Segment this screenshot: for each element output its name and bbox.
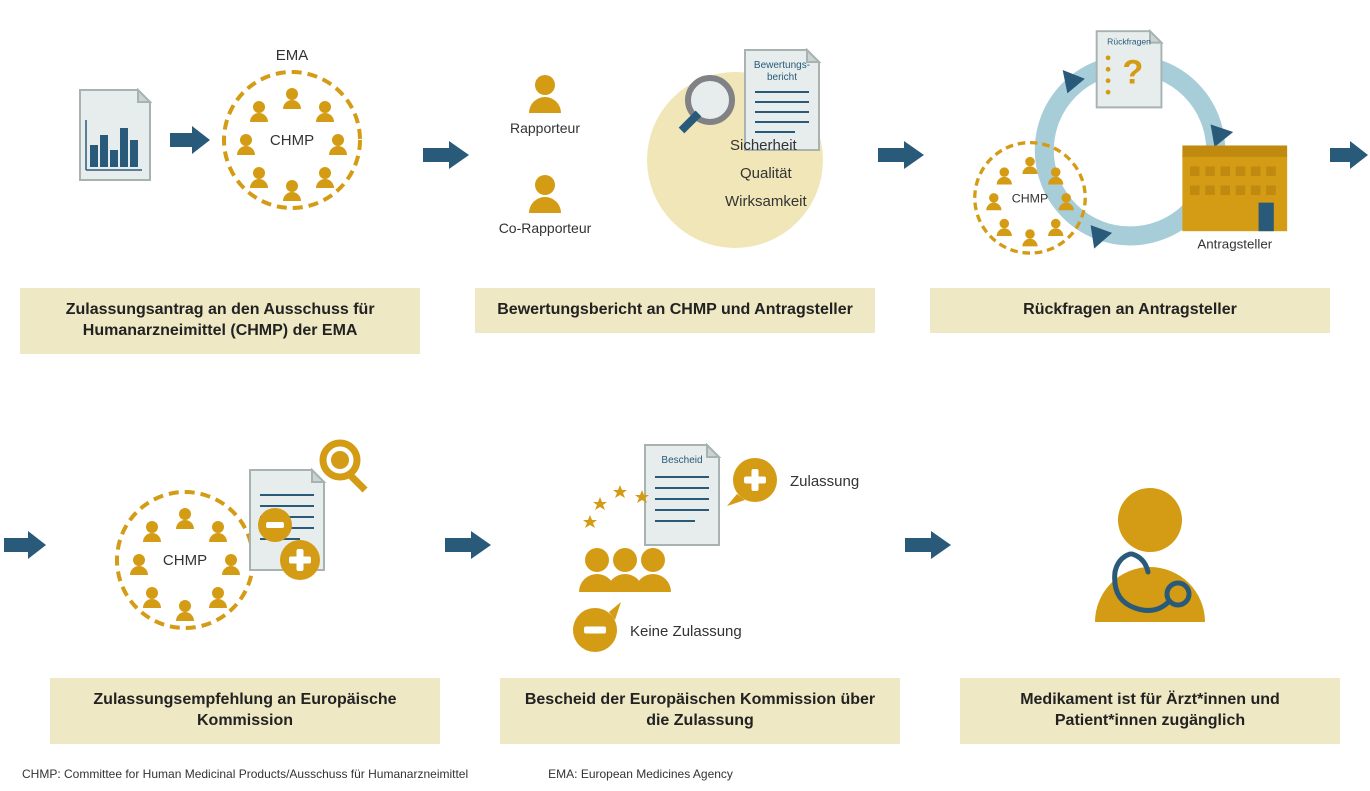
approved-icon: [727, 458, 777, 506]
arrow-1-2: [420, 30, 475, 280]
criteria-3: Wirksamkeit: [725, 193, 807, 210]
footnote-chmp: CHMP: Committee for Human Medicinal Prod…: [22, 767, 468, 781]
step-2-label: Bewertungsbericht an CHMP und Antragstel…: [475, 288, 875, 333]
step-6: Medikament ist für Ärzt*innen und Patien…: [960, 420, 1340, 744]
step-2: Rapporteur Co-Rapporteur Bewertungs- ber…: [475, 30, 875, 333]
applicant-building-icon: [1182, 145, 1287, 231]
step-3: Rückfragen ? CHMP: [930, 30, 1330, 333]
step-1-label: Zulassungsantrag an den Ausschuss für Hu…: [20, 288, 420, 354]
applicant-label: Antragsteller: [1197, 236, 1272, 251]
step-4: CHMP: [50, 420, 440, 744]
step-2-visual: Rapporteur Co-Rapporteur Bewertungs- ber…: [475, 30, 875, 280]
step-3-visual: Rückfragen ? CHMP: [930, 30, 1330, 280]
svg-text:Bewertungs-: Bewertungs-: [754, 60, 810, 71]
document-icon: [80, 90, 150, 180]
svg-text:?: ?: [1122, 54, 1143, 92]
commission-people-icon: [579, 548, 671, 592]
step-1-visual: EMA CHMP: [20, 30, 420, 280]
arrow-3-4: [1330, 30, 1370, 280]
co-rapporteur-label: Co-Rapporteur: [499, 220, 592, 236]
magnifier-icon: [323, 443, 368, 493]
arrow-4-5: [440, 420, 500, 670]
step-5-visual: Bescheid: [500, 420, 900, 670]
doctor-icon: [1095, 488, 1205, 622]
co-rapporteur-icon: [529, 175, 561, 213]
chmp-group-icon: CHMP: [224, 72, 360, 208]
rapporteur-icon: [529, 75, 561, 113]
svg-text:CHMP: CHMP: [1012, 192, 1048, 206]
step-5: Bescheid: [500, 420, 900, 744]
svg-text:Bescheid: Bescheid: [661, 455, 702, 466]
chmp-group-icon: CHMP: [117, 492, 253, 628]
rejected-label: Keine Zulassung: [630, 623, 742, 640]
process-row-1: EMA CHMP: [0, 30, 1370, 354]
step-6-label: Medikament ist für Ärzt*innen und Patien…: [960, 678, 1340, 744]
plus-icon: [280, 540, 320, 580]
arrow-5-6: [900, 420, 960, 670]
questions-document-icon: Rückfragen ?: [1097, 31, 1162, 107]
step-1: EMA CHMP: [20, 30, 420, 354]
footnotes: CHMP: Committee for Human Medicinal Prod…: [22, 767, 733, 781]
rapporteur-label: Rapporteur: [510, 120, 580, 136]
svg-text:CHMP: CHMP: [163, 552, 207, 569]
criteria-1: Sicherheit: [730, 137, 798, 154]
arrow-2-3: [875, 30, 930, 280]
assessment-document-icon: Bewertungs- bericht: [745, 50, 819, 150]
step-3-label: Rückfragen an Antragsteller: [930, 288, 1330, 333]
chmp-label: CHMP: [270, 132, 314, 149]
arrow-lead-row2: [0, 420, 50, 670]
criteria-2: Qualität: [740, 165, 793, 182]
step-6-visual: [960, 420, 1340, 670]
rejected-icon: [573, 602, 621, 652]
svg-text:bericht: bericht: [767, 72, 797, 83]
chmp-group-icon: CHMP: [975, 143, 1085, 253]
minus-icon: [258, 508, 292, 542]
process-row-2: CHMP: [0, 420, 1370, 744]
step-5-label: Bescheid der Europäischen Kommission übe…: [500, 678, 900, 744]
step-4-label: Zulassungsempfehlung an Europäische Komm…: [50, 678, 440, 744]
eu-stars-icon: [583, 485, 649, 528]
ema-label: EMA: [276, 47, 309, 64]
footnote-ema: EMA: European Medicines Agency: [548, 767, 733, 781]
approved-label: Zulassung: [790, 473, 859, 490]
step-4-visual: CHMP: [50, 420, 440, 670]
decision-document-icon: Bescheid: [645, 445, 719, 545]
arrow-icon: [170, 126, 210, 154]
svg-text:Rückfragen: Rückfragen: [1107, 37, 1151, 47]
